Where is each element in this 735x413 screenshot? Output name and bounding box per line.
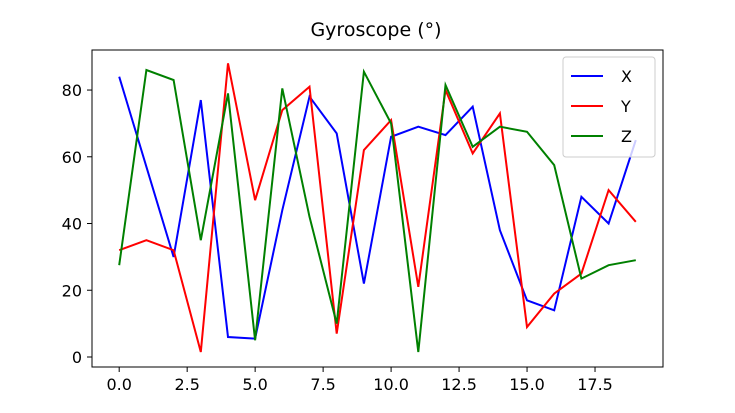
y-tick-label: 40 bbox=[62, 215, 82, 234]
y-tick-label: 20 bbox=[62, 281, 82, 300]
series-line-y bbox=[118, 63, 637, 353]
series-layer bbox=[118, 63, 637, 353]
x-tick-label: 10.0 bbox=[373, 375, 409, 394]
x-tick-label: 12.5 bbox=[441, 375, 477, 394]
y-tick-label: 0 bbox=[72, 348, 82, 367]
legend-label-z: Z bbox=[621, 127, 632, 146]
x-tick-label: 2.5 bbox=[174, 375, 199, 394]
y-tick-label: 60 bbox=[62, 148, 82, 167]
x-tick-label: 5.0 bbox=[242, 375, 267, 394]
x-tick-label: 17.5 bbox=[577, 375, 613, 394]
x-axis: 0.0 2.5 5.0 7.5 10.0 12.5 15.0 17.5 bbox=[106, 367, 613, 394]
x-tick-label: 7.5 bbox=[310, 375, 335, 394]
legend-label-x: X bbox=[621, 67, 632, 86]
y-tick-label: 80 bbox=[62, 81, 82, 100]
series-line-z bbox=[118, 68, 636, 353]
series-line-x bbox=[118, 76, 637, 340]
legend: XYZ bbox=[562, 56, 656, 158]
x-tick-label: 15.0 bbox=[509, 375, 545, 394]
chart-title: Gyroscope (°) bbox=[310, 19, 441, 41]
plot-area-frame bbox=[91, 49, 664, 368]
y-axis: 0 20 40 60 80 bbox=[62, 81, 92, 367]
legend-label-y: Y bbox=[620, 97, 631, 116]
legend-box bbox=[562, 56, 656, 158]
x-tick-label: 0.0 bbox=[106, 375, 131, 394]
